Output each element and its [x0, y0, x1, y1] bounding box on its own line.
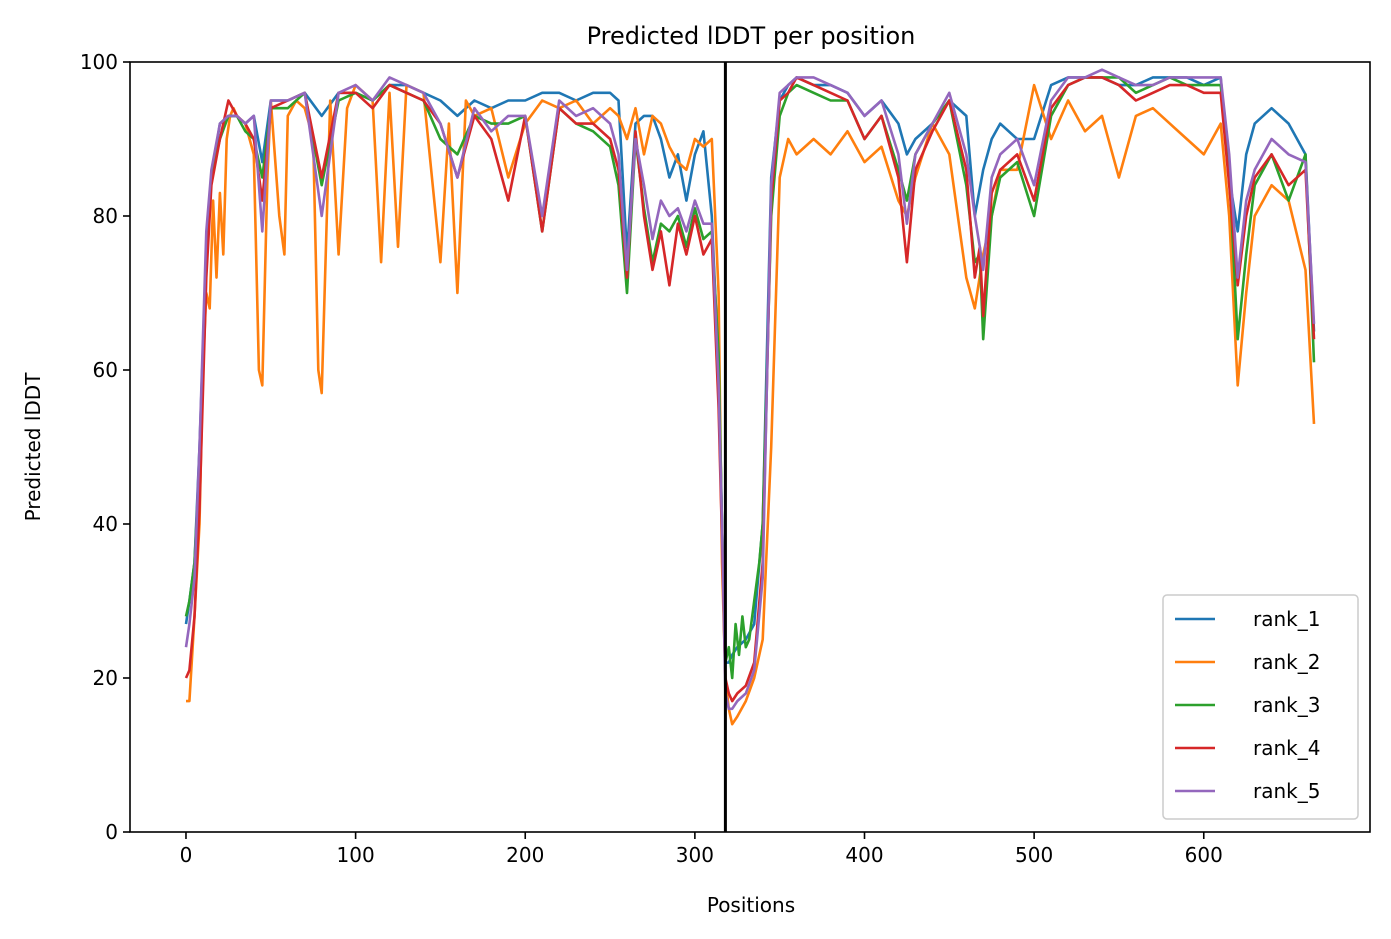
y-tick-label: 0 [105, 820, 118, 844]
y-tick-label: 100 [80, 50, 118, 74]
legend-box [1162, 594, 1359, 820]
legend-label: rank_3 [1253, 693, 1320, 717]
y-tick-label: 40 [93, 512, 118, 536]
legend-item-rank_3: rank_3 [1175, 693, 1320, 717]
y-tick-label: 20 [93, 666, 118, 690]
plot-area [184, 62, 1316, 832]
series-line-rank_2 [186, 83, 1316, 726]
plot-frame [129, 61, 1371, 833]
x-tick-label: 400 [845, 843, 883, 867]
series-line-rank_4 [184, 76, 1316, 703]
series-line-rank_1 [184, 76, 1316, 664]
x-axis-ticks: 0 100 200 300 400 500 600 [180, 832, 1223, 867]
x-tick-label: 300 [676, 843, 714, 867]
series-line-rank_5 [184, 68, 1316, 711]
x-axis-title: Positions [707, 893, 795, 917]
y-tick-label: 60 [93, 358, 118, 382]
legend-label: rank_5 [1253, 779, 1320, 803]
legend-label: rank_1 [1253, 607, 1320, 631]
series-line-rank_3 [184, 76, 1316, 680]
x-tick-label: 0 [180, 843, 193, 867]
legend: rank_1 rank_2 rank_3 rank_4 rank_5 [1162, 594, 1359, 820]
legend-label: rank_4 [1253, 736, 1320, 760]
x-tick-label: 500 [1015, 843, 1053, 867]
x-tick-label: 200 [506, 843, 544, 867]
y-tick-label: 80 [93, 204, 118, 228]
legend-item-rank_4: rank_4 [1175, 736, 1320, 760]
x-tick-label: 600 [1185, 843, 1223, 867]
legend-item-rank_2: rank_2 [1175, 650, 1320, 674]
legend-label: rank_2 [1253, 650, 1320, 674]
y-axis-title: Predicted lDDT [21, 372, 45, 522]
x-tick-label: 100 [337, 843, 375, 867]
y-axis-ticks: 0 20 40 60 80 100 [80, 50, 130, 844]
chart-title: Predicted lDDT per position [587, 22, 916, 50]
series-lines [184, 62, 1316, 832]
legend-item-rank_1: rank_1 [1175, 607, 1320, 631]
legend-item-rank_5: rank_5 [1175, 779, 1320, 803]
